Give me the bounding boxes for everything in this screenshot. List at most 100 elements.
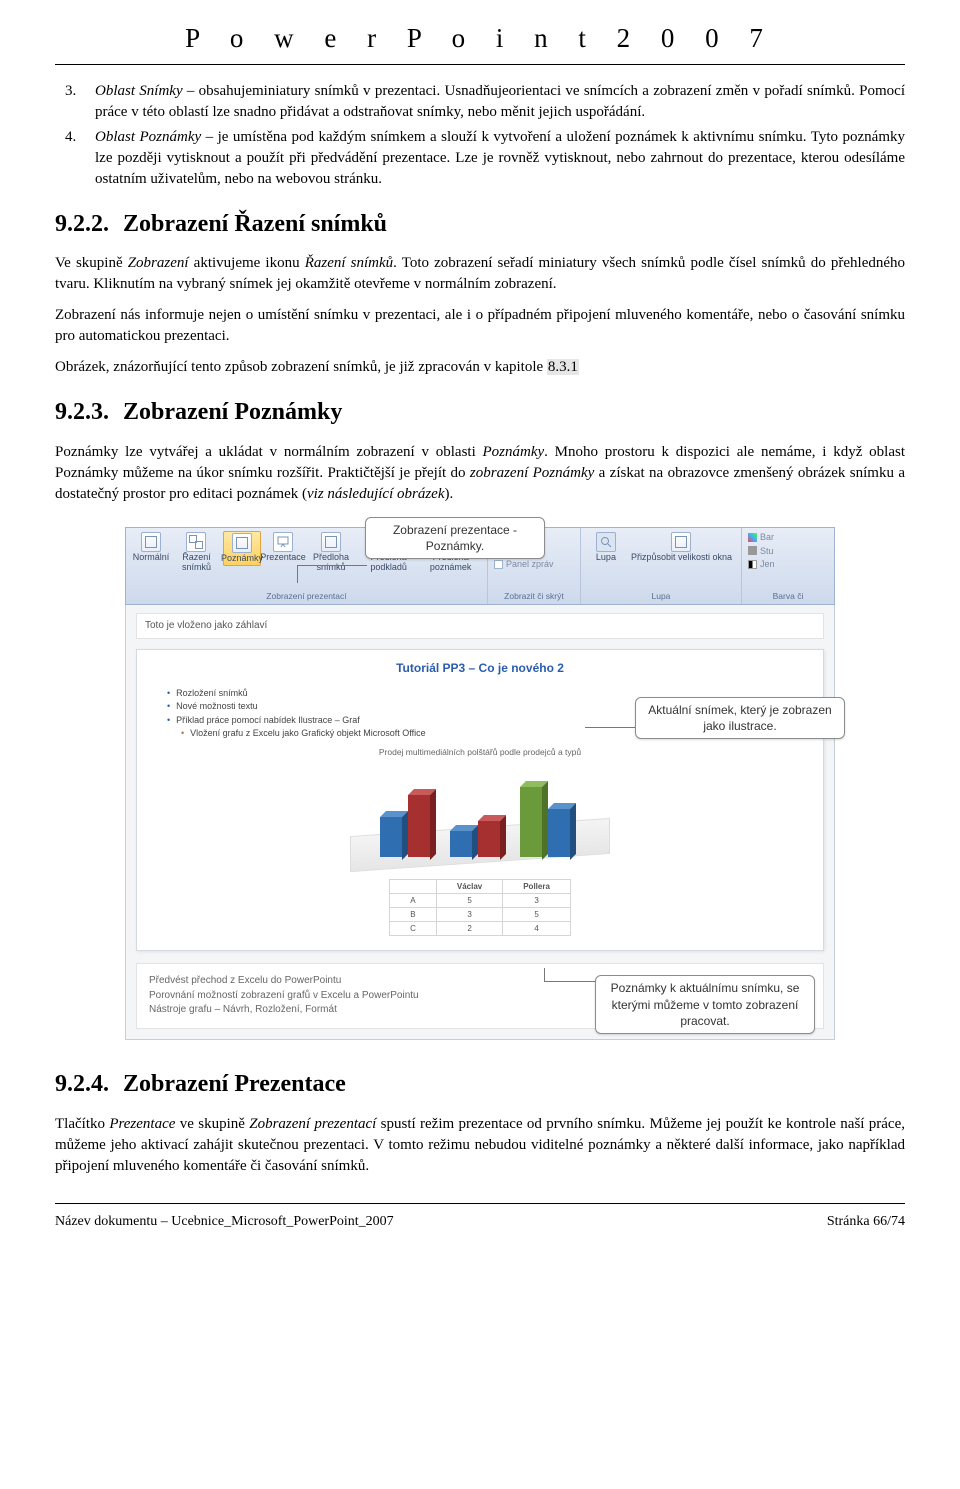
t: Poznámky lze vytvářej a ukládat v normál… xyxy=(55,444,483,460)
color-opt[interactable]: Bar xyxy=(748,531,828,544)
figure-notes-view: Zobrazení prezentace - Poznámky. Normáln… xyxy=(125,527,835,1040)
lbl: Předloha snímků xyxy=(308,553,354,573)
lbl: Bar xyxy=(760,531,774,544)
checkbox-icon xyxy=(494,560,503,569)
para-922-1: Ve skupině Zobrazení aktivujeme ikonu Řa… xyxy=(55,253,905,295)
heading-923: 9.2.3. Zobrazení Poznámky xyxy=(55,396,905,430)
ribbon-group-color: Bar Stu Jen Barva či xyxy=(742,528,834,604)
ribbon-btn-zoom[interactable]: Lupa xyxy=(587,531,625,564)
bullet: Nové možnosti textu xyxy=(176,700,258,714)
ribbon-group-zoom: Lupa Přizpůsobit velikosti okna Lupa xyxy=(581,528,742,604)
para-924-1: Tlačítko Prezentace ve skupině Zobrazení… xyxy=(55,1114,905,1177)
t: Řazení snímků xyxy=(305,255,393,271)
td: 5 xyxy=(436,893,502,907)
td: 2 xyxy=(436,922,502,936)
slide-canvas: Tutoriál PP3 – Co je nového 2 •Rozložení… xyxy=(136,649,824,951)
lbl: Prezentace xyxy=(260,553,306,563)
para-922-3: Obrázek, znázorňující tento způsob zobra… xyxy=(55,357,905,378)
td: B xyxy=(390,908,437,922)
page-header-placeholder: Toto je vloženo jako záhlaví xyxy=(136,613,824,639)
ribbon-btn-notes[interactable]: Poznámky xyxy=(223,531,261,566)
t: Ve skupině xyxy=(55,255,128,271)
t: Zobrazení xyxy=(128,255,189,271)
para-922-2: Zobrazení nás informuje nejen o umístění… xyxy=(55,305,905,347)
heading-title: Zobrazení Řazení snímků xyxy=(123,211,387,237)
heading-title: Zobrazení Poznámky xyxy=(123,399,342,425)
th: Pollera xyxy=(503,879,571,893)
heading-num: 9.2.4. xyxy=(55,1068,117,1102)
bw-swatch-icon xyxy=(748,560,757,569)
t: Prezentace xyxy=(109,1116,175,1132)
zoom-icon xyxy=(596,532,616,552)
present-icon xyxy=(273,532,293,552)
t: Poznámky xyxy=(483,444,545,460)
t: ). xyxy=(444,486,453,502)
chart-bar xyxy=(478,821,500,857)
gray-opt[interactable]: Stu xyxy=(748,545,828,558)
chapter-ref: 8.3.1 xyxy=(547,359,579,375)
td: A xyxy=(390,893,437,907)
t: zobrazení Poznámky xyxy=(470,465,594,481)
t: Obrázek, znázorňující tento způsob zobra… xyxy=(55,359,547,375)
callout-leader xyxy=(585,727,635,728)
ribbon-group-label: Zobrazení prezentací xyxy=(132,590,481,603)
th xyxy=(390,879,437,893)
gray-swatch-icon xyxy=(748,546,757,555)
lbl: Přizpůsobit velikosti okna xyxy=(631,553,732,563)
list-text: – je umístěna pod každým snímkem a slouž… xyxy=(95,129,905,187)
chart-caption: Prodej multimediálních polštářů podle pr… xyxy=(167,747,793,759)
callout-leader xyxy=(297,565,298,583)
bar-chart-3d xyxy=(350,763,610,873)
heading-924: 9.2.4. Zobrazení Prezentace xyxy=(55,1068,905,1102)
th: Václav xyxy=(436,879,502,893)
lbl: Lupa xyxy=(596,553,616,563)
callout-leader xyxy=(297,565,367,566)
ribbon-btn-normal[interactable]: Normální xyxy=(132,531,170,564)
td: 3 xyxy=(436,908,502,922)
td: 4 xyxy=(503,922,571,936)
t: Zobrazení prezentací xyxy=(249,1116,376,1132)
lbl: Normální xyxy=(133,553,170,563)
list-item-3: Oblast Snímky – obsahujeminiatury snímků… xyxy=(95,81,905,123)
notes-icon xyxy=(232,533,252,553)
bullet-sub: Vložení grafu z Excelu jako Grafický obj… xyxy=(190,727,425,741)
slide-icon xyxy=(141,532,161,552)
ribbon-btn-master1[interactable]: Předloha snímků xyxy=(305,531,357,574)
t: viz následující obrázek xyxy=(307,486,444,502)
chart-bar xyxy=(450,831,472,857)
callout-slide: Aktuální snímek, který je zobrazen jako … xyxy=(635,697,845,739)
td: 3 xyxy=(503,893,571,907)
bullet: Příklad práce pomocí nabídek Ilustrace –… xyxy=(176,714,360,728)
t: Tlačítko xyxy=(55,1116,109,1132)
color-swatch-icon xyxy=(748,533,757,542)
t: aktivujeme ikonu xyxy=(189,255,305,271)
numbered-list: Oblast Snímky – obsahujeminiatury snímků… xyxy=(55,81,905,190)
footer-page-number: Stránka 66/74 xyxy=(827,1212,905,1232)
lbl: Jen xyxy=(760,558,775,571)
chart-bar xyxy=(380,817,402,857)
chart-bar xyxy=(408,795,430,857)
list-term: Oblast Poznámky xyxy=(95,129,201,145)
callout-leader xyxy=(545,981,595,982)
callout-notes: Poznámky k aktuálnímu snímku, se kterými… xyxy=(595,975,815,1034)
callout-leader xyxy=(544,968,545,982)
list-item-4: Oblast Poznámky – je umístěna pod každým… xyxy=(95,127,905,190)
chk-msg[interactable]: Panel zpráv xyxy=(494,558,574,571)
ribbon-group-label: Zobrazit či skrýt xyxy=(494,590,574,603)
heading-num: 9.2.3. xyxy=(55,396,117,430)
t: ve skupině xyxy=(175,1116,249,1132)
ribbon-btn-sort[interactable]: Řazení snímků xyxy=(173,531,220,574)
slides-icon xyxy=(186,532,206,552)
heading-922: 9.2.2. Zobrazení Řazení snímků xyxy=(55,208,905,242)
ribbon-group-label: Lupa xyxy=(587,590,735,603)
data-table: VáclavPollera A53 B35 C24 xyxy=(389,879,571,937)
lbl: Řazení snímků xyxy=(176,553,217,573)
ribbon-btn-present[interactable]: Prezentace xyxy=(264,531,302,564)
callout-ribbon-notes: Zobrazení prezentace - Poznámky. xyxy=(365,517,545,559)
ribbon-group-label: Barva či xyxy=(748,590,828,603)
lbl: Panel zpráv xyxy=(506,558,554,571)
chart-bar xyxy=(548,809,570,857)
page-footer: Název dokumentu – Ucebnice_Microsoft_Pow… xyxy=(55,1203,905,1232)
ribbon-btn-fit[interactable]: Přizpůsobit velikosti okna xyxy=(628,531,735,564)
bw-opt[interactable]: Jen xyxy=(748,558,828,571)
